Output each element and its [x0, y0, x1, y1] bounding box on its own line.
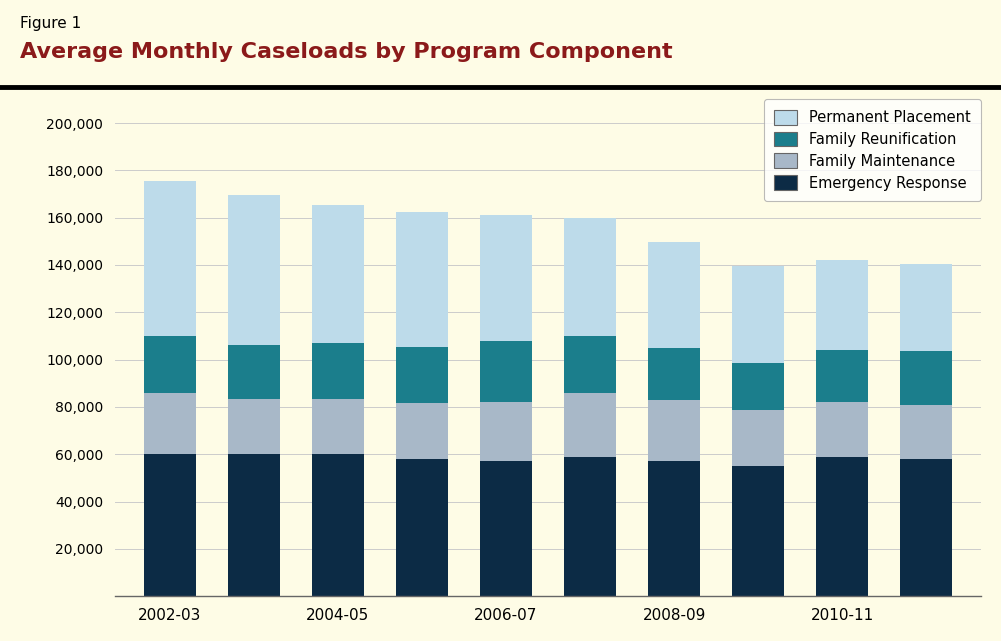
Bar — [312, 399, 364, 454]
Bar — [395, 347, 448, 403]
Bar — [564, 393, 617, 456]
Bar — [395, 459, 448, 596]
Bar — [479, 215, 533, 340]
Bar — [479, 340, 533, 402]
Bar — [732, 466, 784, 596]
Bar — [479, 462, 533, 596]
Bar — [564, 218, 617, 336]
Bar — [144, 336, 196, 393]
Text: Figure 1: Figure 1 — [20, 16, 81, 31]
Bar — [732, 410, 784, 466]
Bar — [395, 212, 448, 347]
Bar — [732, 363, 784, 410]
Bar — [732, 266, 784, 363]
Bar — [900, 351, 952, 404]
Bar — [648, 242, 701, 348]
Legend: Permanent Placement, Family Reunification, Family Maintenance, Emergency Respons: Permanent Placement, Family Reunificatio… — [764, 99, 981, 201]
Bar — [312, 204, 364, 343]
Bar — [228, 399, 280, 454]
Bar — [900, 263, 952, 351]
Bar — [395, 403, 448, 459]
Bar — [144, 454, 196, 596]
Bar — [312, 454, 364, 596]
Bar — [648, 347, 701, 400]
Bar — [648, 400, 701, 462]
Bar — [816, 350, 868, 402]
Bar — [312, 343, 364, 399]
Bar — [144, 393, 196, 454]
Bar — [228, 195, 280, 345]
Bar — [648, 462, 701, 596]
Bar — [900, 404, 952, 459]
Bar — [479, 402, 533, 462]
Bar — [228, 454, 280, 596]
Bar — [816, 260, 868, 350]
Bar — [900, 459, 952, 596]
Bar — [816, 456, 868, 596]
Text: Average Monthly Caseloads by Program Component: Average Monthly Caseloads by Program Com… — [20, 42, 673, 62]
Bar — [816, 402, 868, 456]
Bar — [144, 181, 196, 336]
Bar — [564, 456, 617, 596]
Bar — [228, 345, 280, 399]
Bar — [564, 336, 617, 393]
